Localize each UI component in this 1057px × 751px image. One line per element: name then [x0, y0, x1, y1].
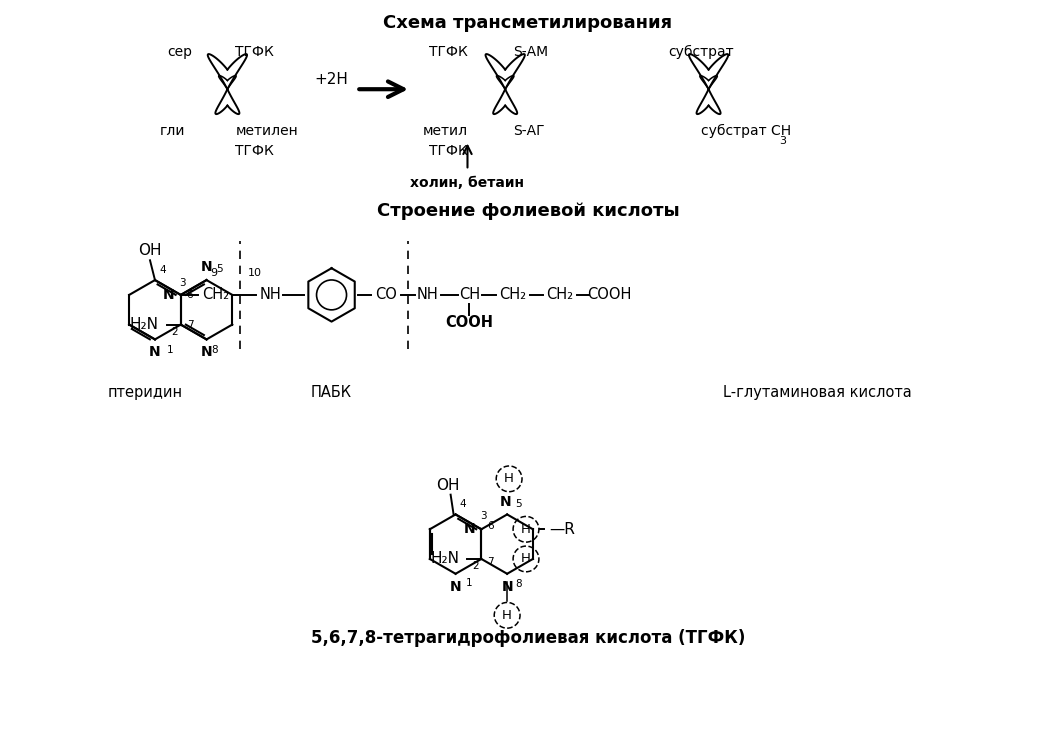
Text: 2: 2 [171, 327, 178, 336]
Text: 1: 1 [465, 578, 472, 588]
Text: 7: 7 [487, 557, 494, 567]
Text: 6: 6 [487, 521, 494, 531]
Text: CH₂: CH₂ [500, 288, 526, 303]
Text: NH: NH [259, 288, 281, 303]
Text: H₂N: H₂N [130, 317, 159, 332]
Text: N: N [201, 345, 212, 359]
Text: 5: 5 [217, 264, 223, 274]
Text: S-АГ: S-АГ [513, 124, 544, 137]
Text: H: H [504, 472, 514, 485]
Text: ТГФК: ТГФК [236, 143, 274, 158]
Text: Схема трансметилирования: Схема трансметилирования [384, 14, 672, 32]
Text: H: H [521, 523, 531, 535]
Text: N: N [499, 496, 511, 509]
Text: N: N [450, 580, 462, 594]
Text: 4: 4 [460, 499, 466, 509]
Text: CH: CH [459, 288, 480, 303]
Text: 10: 10 [248, 268, 262, 278]
Text: гли: гли [160, 124, 186, 137]
Text: CO: CO [375, 288, 397, 303]
Text: H: H [502, 609, 512, 622]
Text: COOH: COOH [445, 315, 494, 330]
Text: 5: 5 [515, 499, 522, 509]
Text: метил: метил [423, 124, 467, 137]
Text: CH₂: CH₂ [202, 288, 229, 303]
Text: 6: 6 [187, 290, 193, 300]
Text: L-глутаминовая кислота: L-глутаминовая кислота [723, 385, 912, 400]
Text: 3: 3 [179, 278, 185, 288]
Text: N: N [464, 522, 476, 536]
Text: ТГФК: ТГФК [429, 143, 467, 158]
Text: H: H [521, 553, 531, 566]
Text: ТГФК: ТГФК [236, 44, 274, 59]
Text: 9: 9 [210, 268, 217, 278]
Text: 3: 3 [779, 136, 786, 146]
Text: S-АМ: S-АМ [513, 44, 549, 59]
Text: NH: NH [416, 288, 439, 303]
Text: субстрат: субстрат [668, 44, 734, 59]
Text: ТГФК: ТГФК [429, 44, 467, 59]
Text: CH₂: CH₂ [546, 288, 573, 303]
Text: N: N [149, 345, 161, 359]
Text: +2H: +2H [315, 72, 349, 87]
Text: 3: 3 [480, 511, 487, 521]
Text: Строение фолиевой кислоты: Строение фолиевой кислоты [376, 202, 680, 220]
Text: —R: —R [549, 522, 575, 537]
Text: субстрат СН: субстрат СН [701, 124, 791, 137]
Text: N: N [501, 580, 513, 594]
Text: OH: OH [138, 243, 162, 258]
Text: H₂N: H₂N [430, 551, 460, 566]
Text: N: N [201, 260, 212, 274]
Text: 8: 8 [211, 345, 218, 355]
Text: N: N [163, 288, 174, 302]
Text: 2: 2 [471, 561, 479, 571]
Text: ПАБК: ПАБК [311, 385, 352, 400]
Text: OH: OH [435, 478, 460, 493]
Text: сер: сер [168, 44, 192, 59]
Text: 7: 7 [187, 320, 193, 330]
Text: метилен: метилен [236, 124, 298, 137]
Text: 8: 8 [515, 579, 522, 589]
Text: 5,6,7,8-тетрагидрофолиевая кислота (ТГФК): 5,6,7,8-тетрагидрофолиевая кислота (ТГФК… [311, 629, 745, 647]
Text: птеридин: птеридин [108, 385, 183, 400]
Text: 4: 4 [160, 265, 167, 275]
Text: холин, бетаин: холин, бетаин [410, 176, 524, 190]
Text: 1: 1 [167, 345, 173, 355]
Text: COOH: COOH [587, 288, 631, 303]
